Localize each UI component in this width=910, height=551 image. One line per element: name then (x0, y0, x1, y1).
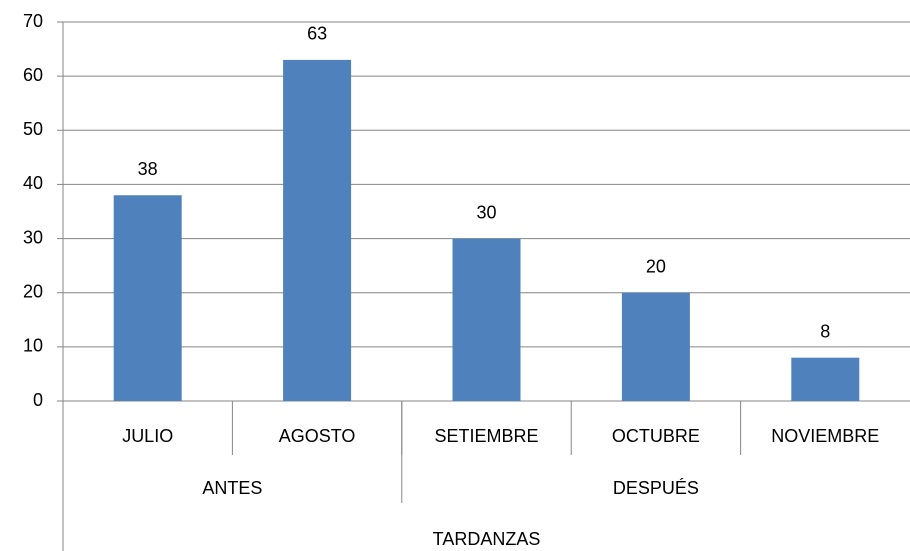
y-tick-label: 20 (23, 281, 43, 301)
y-tick-label: 30 (23, 227, 43, 247)
bar (452, 238, 521, 401)
y-tick-label: 0 (33, 390, 43, 410)
y-tick-label: 70 (23, 11, 43, 31)
bar (113, 195, 182, 401)
value-label: 30 (476, 202, 496, 222)
y-tick-label: 10 (23, 336, 43, 356)
value-label: 20 (646, 256, 666, 276)
value-label: 8 (820, 321, 830, 341)
bar (283, 59, 352, 402)
y-tick-label: 40 (23, 173, 43, 193)
bar (791, 357, 860, 401)
x-tick-label: OCTUBRE (612, 426, 700, 446)
x-tick-label: NOVIEMBRE (771, 426, 879, 446)
bar (621, 292, 690, 401)
group-label: ANTES (202, 478, 262, 498)
group-label: DESPUÉS (613, 478, 699, 498)
value-label: 38 (138, 159, 158, 179)
x-tick-label: JULIO (122, 426, 173, 446)
x-tick-label: SETIEMBRE (434, 426, 538, 446)
value-label: 63 (307, 24, 327, 44)
x-tick-label: AGOSTO (279, 426, 356, 446)
x-axis-label: TARDANZAS (433, 529, 541, 549)
y-tick-label: 60 (23, 65, 43, 85)
y-tick-label: 50 (23, 119, 43, 139)
